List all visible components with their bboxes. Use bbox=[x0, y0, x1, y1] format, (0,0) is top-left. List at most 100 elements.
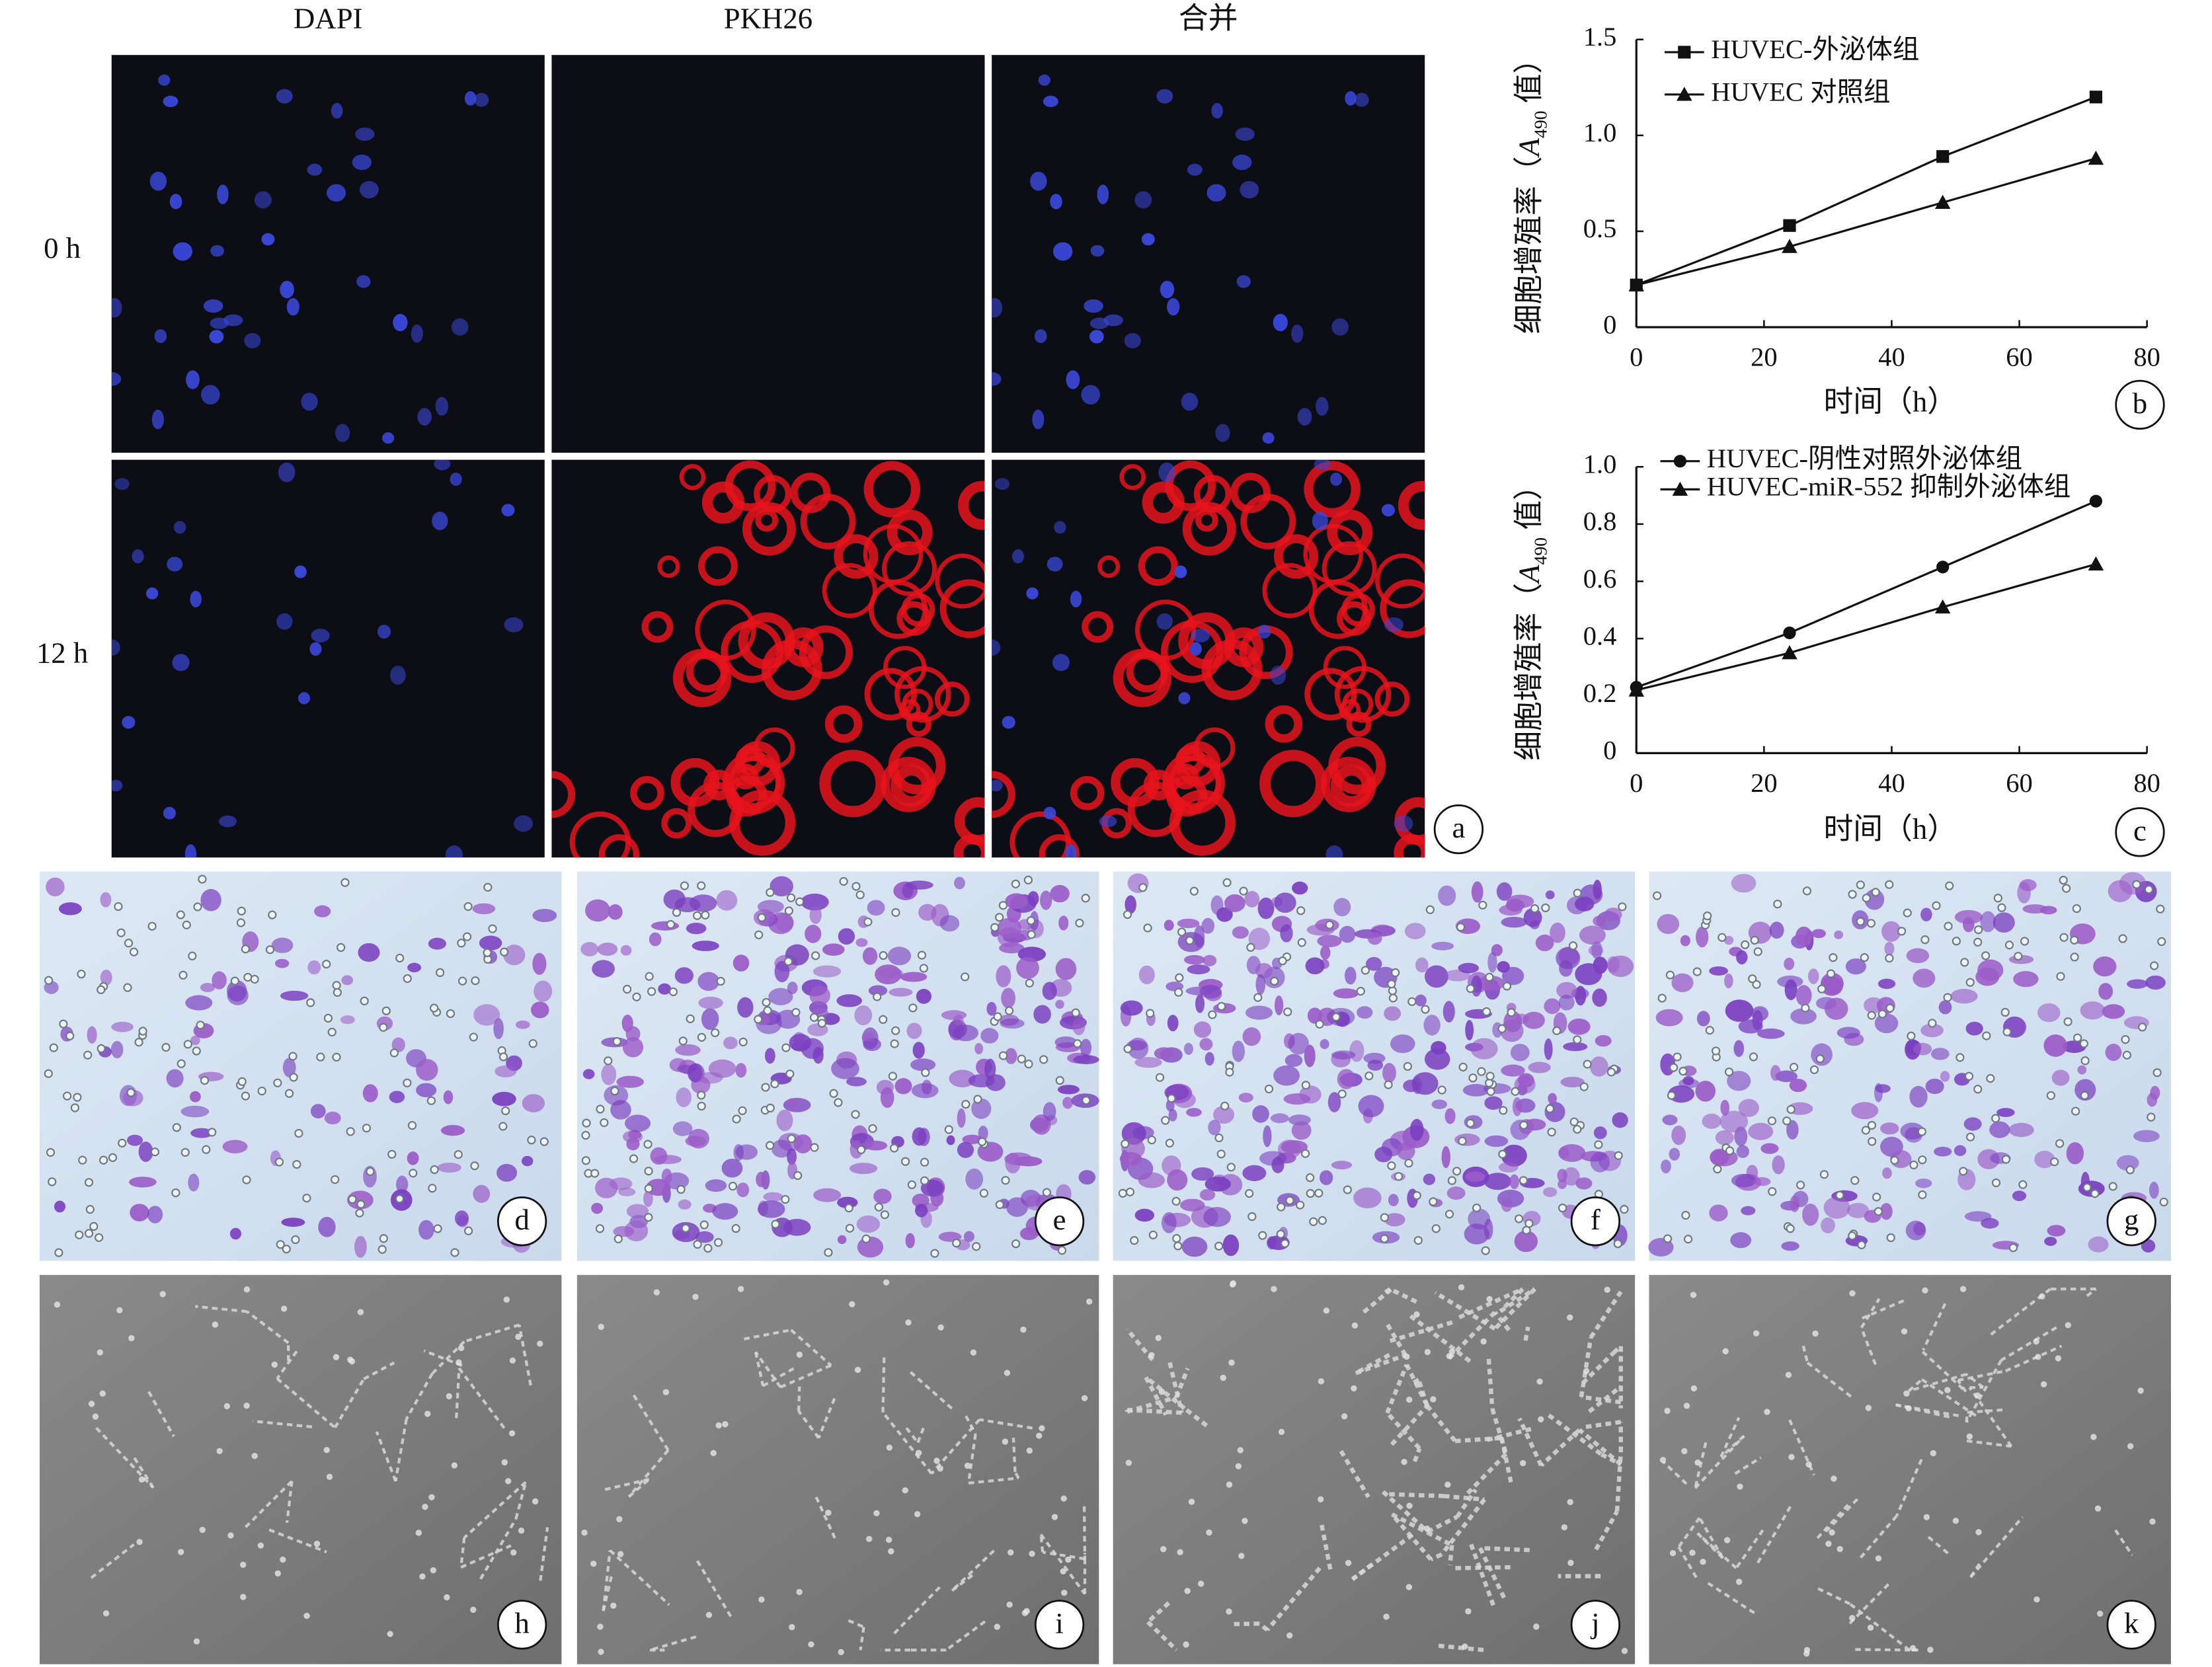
stained-cell bbox=[889, 988, 913, 997]
stained-cell bbox=[1579, 925, 1606, 945]
stained-cell bbox=[1557, 1169, 1567, 1182]
cell bbox=[419, 1573, 426, 1580]
x-axis-title: 时间（h） bbox=[1824, 385, 1957, 418]
stained-cell bbox=[1730, 1232, 1752, 1249]
stained-cell bbox=[2102, 1004, 2125, 1019]
tube-segment bbox=[890, 1586, 941, 1637]
stained-cell bbox=[1423, 1173, 1436, 1185]
stained-cell bbox=[1013, 1156, 1043, 1167]
stained-cell bbox=[391, 1037, 405, 1052]
stained-cell bbox=[1271, 1157, 1284, 1173]
red-cell bbox=[934, 681, 970, 717]
pore bbox=[1861, 1126, 1870, 1135]
cell bbox=[789, 1624, 795, 1631]
cell bbox=[838, 1648, 844, 1656]
cell bbox=[1446, 1352, 1452, 1360]
pore bbox=[672, 908, 682, 917]
y-tick-label: 0.2 bbox=[1583, 678, 1617, 708]
series-line bbox=[1636, 96, 2096, 286]
pore bbox=[1343, 1185, 1352, 1194]
pore bbox=[1484, 1078, 1494, 1088]
series-line bbox=[1636, 562, 2096, 691]
cell bbox=[1690, 1385, 1698, 1392]
series-line bbox=[1636, 500, 2097, 689]
pore bbox=[1568, 941, 1578, 950]
nucleus bbox=[450, 473, 462, 486]
cell bbox=[1226, 1608, 1232, 1615]
pore bbox=[632, 992, 641, 1001]
cell bbox=[1039, 1425, 1045, 1432]
cell bbox=[885, 1536, 892, 1543]
pore bbox=[693, 911, 702, 920]
cell bbox=[1413, 1311, 1420, 1318]
pore bbox=[783, 956, 793, 966]
pore bbox=[1997, 903, 2006, 912]
cell bbox=[2149, 1518, 2156, 1525]
pore bbox=[528, 1039, 537, 1048]
pore bbox=[874, 1202, 884, 1212]
panel-label: d bbox=[514, 1203, 529, 1236]
stained-cell bbox=[736, 1182, 750, 1198]
stained-cell bbox=[1193, 1021, 1212, 1038]
cell bbox=[1026, 1448, 1033, 1454]
pore bbox=[1519, 1120, 1528, 1130]
pore bbox=[2153, 1068, 2162, 1077]
cell bbox=[1458, 1284, 1465, 1291]
stained-cell bbox=[2019, 879, 2037, 892]
pore bbox=[1280, 1239, 1290, 1248]
nucleus bbox=[451, 318, 469, 336]
pore bbox=[857, 1145, 866, 1154]
pore bbox=[829, 1089, 838, 1098]
stained-cell bbox=[1710, 1149, 1729, 1166]
red-cell bbox=[1273, 534, 1319, 579]
pore bbox=[1519, 1176, 1528, 1185]
cell bbox=[1228, 1359, 1235, 1366]
tube-segment bbox=[1355, 1353, 1407, 1376]
stained-cell bbox=[822, 943, 845, 956]
stained-cell bbox=[1203, 1207, 1231, 1227]
cell bbox=[937, 1324, 944, 1331]
stained-cell bbox=[1880, 1122, 1899, 1135]
tube-segment bbox=[1013, 1471, 1020, 1479]
stained-cell bbox=[1975, 968, 2000, 986]
tube-segment bbox=[479, 1518, 518, 1580]
nucleus bbox=[1038, 74, 1050, 86]
pore bbox=[176, 910, 185, 919]
tube-segment bbox=[1231, 1621, 1259, 1627]
tube-segment bbox=[195, 1305, 247, 1313]
stained-cell bbox=[2098, 983, 2113, 1000]
pore bbox=[458, 976, 467, 986]
stained-cell bbox=[341, 975, 354, 986]
pore bbox=[1270, 976, 1279, 986]
pore bbox=[2137, 1023, 2147, 1032]
pore bbox=[1325, 920, 1334, 929]
pore bbox=[171, 1188, 180, 1198]
tube-segment bbox=[244, 1480, 294, 1528]
pore bbox=[1458, 1062, 1468, 1071]
pore bbox=[1802, 886, 1812, 896]
pore bbox=[1583, 1060, 1592, 1069]
nucleus bbox=[1381, 504, 1395, 517]
marker bbox=[1936, 561, 1950, 574]
pore bbox=[1403, 1062, 1412, 1071]
column-label: DAPI bbox=[294, 1, 363, 34]
pore bbox=[177, 1059, 186, 1068]
pore bbox=[600, 1118, 609, 1128]
red-cell bbox=[958, 481, 985, 530]
pore bbox=[108, 1153, 118, 1162]
stained-cell bbox=[1205, 1052, 1214, 1066]
pore bbox=[488, 924, 497, 933]
stained-cell bbox=[1592, 988, 1607, 1007]
stained-cell bbox=[1382, 1063, 1396, 1083]
pore bbox=[346, 1127, 355, 1136]
nucleus bbox=[1160, 280, 1175, 299]
pore bbox=[844, 1203, 853, 1213]
cell bbox=[422, 1504, 428, 1510]
stained-cell bbox=[1725, 999, 1754, 1022]
cell bbox=[518, 1527, 525, 1534]
pore bbox=[2149, 961, 2159, 970]
cell bbox=[1148, 1352, 1155, 1359]
stained-cell bbox=[1567, 1018, 1591, 1035]
pore bbox=[1361, 966, 1370, 975]
stained-cell bbox=[532, 952, 547, 975]
